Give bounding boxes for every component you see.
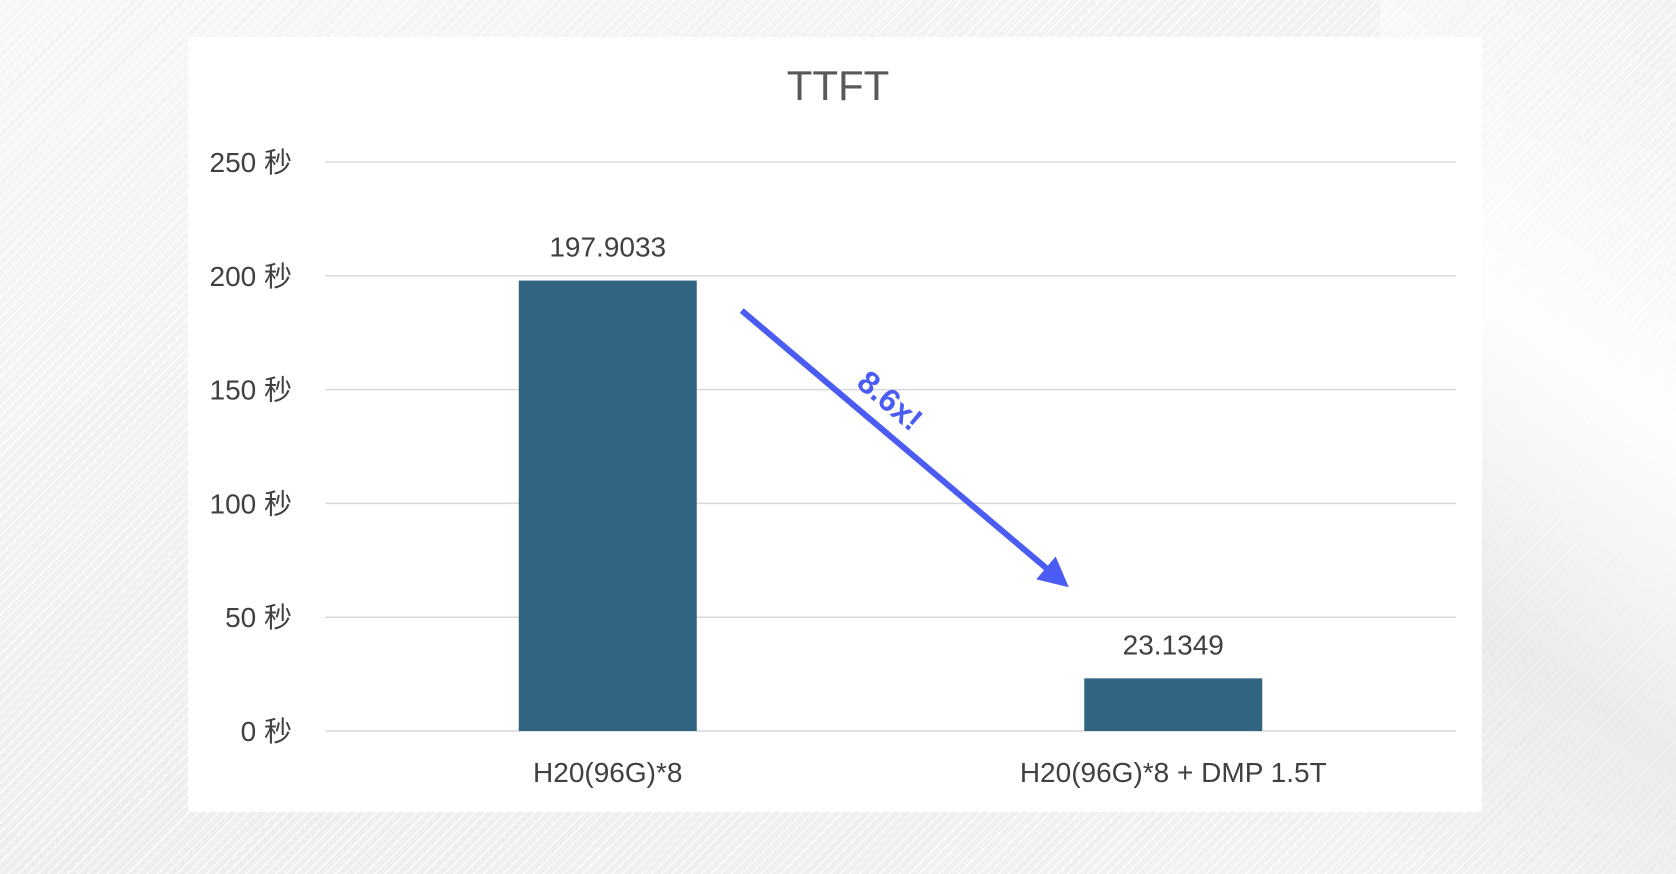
data-label: 197.9033	[549, 232, 666, 263]
chart-card	[188, 37, 1482, 812]
grid-lines	[325, 161, 1456, 732]
y-tick-label: 150 秒	[210, 375, 293, 406]
y-tick-label: 100 秒	[210, 488, 293, 519]
chart-title: TTFT	[787, 62, 890, 109]
data-label: 23.1349	[1123, 629, 1224, 660]
bar	[1084, 678, 1263, 731]
y-axis-ticks: 0 秒 50 秒 100 秒 150 秒 200 秒 250 秒	[210, 147, 293, 747]
data-labels: 197.9033 23.1349	[549, 232, 1224, 661]
arrow-line	[739, 308, 1069, 588]
x-axis-ticks: H20(96G)*8 H20(96G)*8 + DMP 1.5T	[533, 757, 1327, 788]
x-tick-label: H20(96G)*8	[533, 757, 682, 788]
speedup-annotation: 8.6x!	[739, 308, 1069, 588]
speedup-label: 8.6x!	[851, 363, 930, 438]
y-tick-label: 250 秒	[210, 147, 293, 178]
bar	[518, 280, 697, 731]
bars	[518, 280, 1263, 731]
y-tick-label: 0 秒	[241, 716, 292, 747]
x-tick-label: H20(96G)*8 + DMP 1.5T	[1020, 757, 1327, 788]
y-tick-label: 200 秒	[210, 261, 293, 292]
y-tick-label: 50 秒	[225, 602, 292, 633]
